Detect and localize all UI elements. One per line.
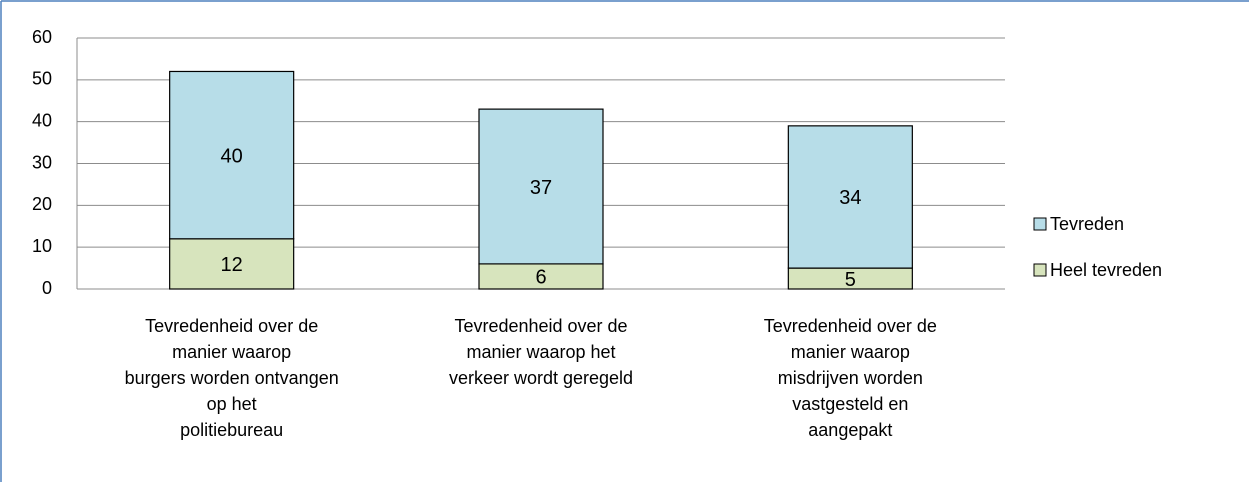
legend-label: Heel tevreden (1050, 260, 1162, 280)
y-tick-label: 50 (32, 69, 52, 89)
value-label: 5 (845, 269, 856, 291)
bar-segment (478, 108, 604, 265)
value-label: 6 (535, 267, 546, 289)
value-label: 12 (221, 254, 243, 276)
y-tick-label: 10 (32, 236, 52, 256)
x-tick-label: Tevredenheid over de manier waarop misdr… (763, 316, 937, 440)
y-tick-label: 30 (32, 152, 52, 172)
x-tick-label: Tevredenheid over de manier waarop het v… (448, 316, 634, 388)
y-tick-label: 60 (32, 27, 52, 47)
legend-swatch (1033, 263, 1047, 277)
bar-segment (787, 125, 913, 269)
y-tick-label: 0 (42, 278, 52, 298)
y-tick-label: 20 (32, 194, 52, 214)
value-label: 40 (221, 145, 243, 167)
legend-swatch (1033, 217, 1047, 231)
value-label: 34 (839, 187, 861, 209)
y-tick-label: 40 (32, 110, 52, 130)
legend-label: Tevreden (1050, 214, 1124, 234)
bar-segment (169, 70, 295, 240)
bar-segment (169, 238, 295, 290)
x-tick-label: Tevredenheid over de manier waarop burge… (124, 316, 339, 440)
bar-segment (478, 263, 604, 290)
value-label: 37 (530, 177, 552, 199)
